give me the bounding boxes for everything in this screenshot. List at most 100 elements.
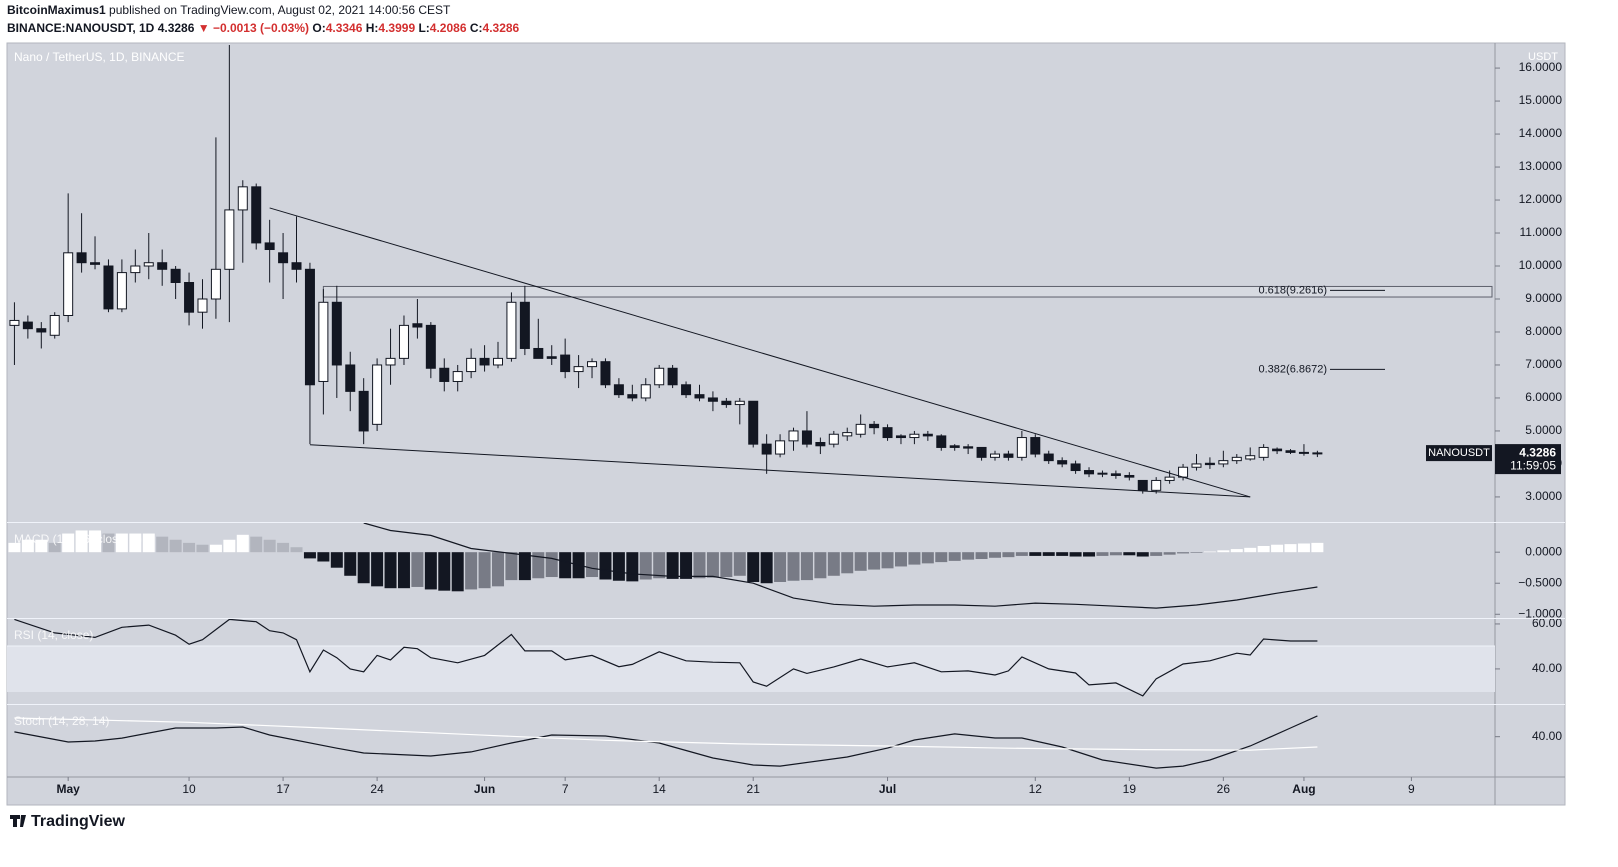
histogram-bar [183, 542, 196, 553]
histogram-bar [1123, 552, 1136, 556]
candle-body [1043, 453, 1054, 462]
candle-body [251, 186, 262, 244]
histogram-bar [948, 552, 961, 561]
histogram-bar [800, 552, 813, 581]
candle-body [130, 265, 141, 274]
candle-body [237, 186, 248, 211]
candle-body [990, 453, 1000, 458]
candle-body [493, 357, 503, 366]
x-tick-label: May [56, 782, 80, 796]
candle-body [372, 364, 383, 425]
x-tick-label: 7 [562, 782, 569, 796]
candle-body [815, 441, 826, 447]
candle-body [184, 282, 195, 313]
histogram-bar [223, 539, 236, 553]
histogram-bar [935, 552, 948, 563]
histogram-bar [102, 533, 115, 553]
candle-body [748, 400, 759, 445]
histogram-bar [1244, 547, 1257, 553]
histogram-bar [129, 533, 142, 553]
candle-body [1084, 470, 1095, 475]
candle-body [9, 319, 20, 326]
brand: TradingView [31, 813, 126, 830]
histogram-bar [612, 552, 625, 581]
candle-body [1204, 462, 1215, 466]
candle-body [22, 321, 33, 330]
candle-body [681, 384, 692, 396]
candle-body [170, 268, 181, 284]
y-tick-label: 16.0000 [1519, 60, 1563, 74]
x-tick-label: 9 [1408, 782, 1415, 796]
candle-body [318, 301, 329, 382]
candle-body [264, 242, 275, 251]
x-tick-label: 14 [653, 782, 667, 796]
candle-body [775, 440, 786, 455]
indicator-line [14, 717, 1318, 751]
y-tick-label: 9.0000 [1525, 291, 1562, 305]
indicator-line [14, 618, 1318, 697]
histogram-bar [841, 552, 854, 574]
histogram-bar [1056, 552, 1069, 556]
candle-body [1312, 452, 1323, 455]
histogram-bar [344, 552, 357, 576]
histogram-bar [62, 533, 75, 553]
candle-body [103, 265, 114, 310]
histogram-bar [263, 539, 276, 553]
candle-body [882, 427, 893, 439]
candle-body [1124, 474, 1135, 478]
histogram-bar [317, 552, 330, 562]
histogram-bar [1271, 544, 1284, 553]
ohlc: O:4.3346 H:4.3999 L:4.2086 C:4.3286 [312, 21, 522, 35]
candle-body [1016, 437, 1027, 458]
histogram-bar [1190, 552, 1203, 553]
ohlc-value: 4.3999 [378, 21, 416, 35]
histogram-bar [209, 544, 222, 553]
histogram-bar [330, 552, 343, 568]
candle-body [1231, 456, 1242, 462]
x-tick-label: 24 [370, 782, 384, 796]
y-tick-label: 5.0000 [1525, 423, 1562, 437]
histogram-bar [384, 552, 397, 589]
candle-body [157, 262, 168, 270]
candle-body [895, 435, 906, 439]
ohlc-key: H: [365, 21, 379, 35]
candle-body [640, 384, 651, 399]
histogram-bar [586, 552, 599, 578]
histogram-bar [545, 552, 558, 578]
y-tick-label: 11.0000 [1520, 225, 1563, 239]
y-tick-label: 15.0000 [1519, 93, 1563, 107]
histogram-bar [639, 552, 652, 580]
candle-body [1030, 437, 1041, 455]
published: published on TradingView.com, August 02,… [109, 3, 451, 17]
histogram-bar [236, 534, 249, 553]
histogram-bar [1297, 543, 1310, 553]
ohlc-key: L: [418, 21, 430, 35]
candle-body [1258, 446, 1269, 458]
x-tick-label: Aug [1292, 782, 1315, 796]
histogram-bar [21, 539, 34, 553]
histogram-bar [1029, 552, 1042, 556]
candle-body [1003, 453, 1014, 458]
candle-body [291, 262, 302, 270]
candle-body [278, 252, 289, 264]
histogram-bar [48, 542, 61, 553]
candle-body [667, 367, 678, 386]
histogram-bar [465, 552, 478, 590]
x-tick-label: 21 [747, 782, 761, 796]
candle-body [358, 390, 369, 432]
histogram-bar [1284, 544, 1297, 553]
indicator-line [363, 522, 1318, 609]
histogram-bar [1083, 552, 1096, 557]
price-tag: 4.3286 [1519, 445, 1556, 459]
indicator-label: RSI (14, close) [14, 628, 93, 642]
y-tick-label: 10.0000 [1519, 258, 1563, 272]
histogram-bar [1109, 552, 1122, 556]
fib-label: 0.618(9.2616) [1259, 284, 1328, 296]
ohlc-value: 4.3286 [482, 21, 520, 35]
candle-body [1285, 450, 1296, 453]
candle-body [546, 356, 557, 359]
candle-body [519, 301, 530, 349]
candle-body [1164, 476, 1175, 481]
y-tick-label: 3.0000 [1525, 489, 1562, 503]
